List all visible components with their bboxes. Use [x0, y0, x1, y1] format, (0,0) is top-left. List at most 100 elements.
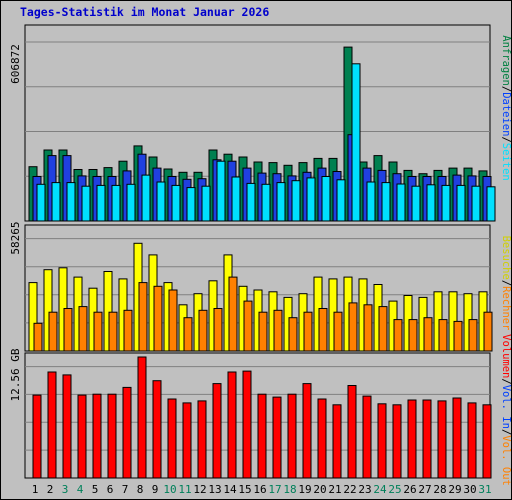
bar-volumen-day-24 [377, 403, 387, 479]
x-tick-label-day-28: 28 [433, 483, 446, 496]
bar-rechner-day-16 [258, 311, 268, 352]
bar-seiten-day-24 [381, 182, 391, 222]
x-tick-label-day-27: 27 [418, 483, 431, 496]
bar-volumen-day-28 [437, 400, 447, 479]
bar-volumen-day-2 [47, 371, 57, 479]
bar-rechner-day-15 [243, 300, 253, 352]
bar-volumen-day-15 [242, 370, 252, 479]
bar-seiten-day-23 [366, 181, 376, 222]
x-tick-label-day-26: 26 [403, 483, 416, 496]
bar-volumen-day-14 [227, 371, 237, 479]
bar-volumen-day-7 [122, 386, 132, 479]
legend-entry: Besuche [500, 236, 512, 280]
legend-entry: / [500, 429, 512, 435]
legend-entry: / [500, 86, 512, 92]
x-tick-label-day-17: 17 [268, 483, 281, 496]
bar-seiten-day-27 [426, 184, 436, 222]
legend-bottom: Volumen/Vol. In/Vol. Out [500, 334, 512, 486]
bar-volumen-day-30 [467, 402, 477, 479]
x-tick-label-day-3: 3 [62, 483, 69, 496]
x-tick-label-day-7: 7 [122, 483, 129, 496]
x-tick-label-day-24: 24 [373, 483, 387, 496]
x-tick-label-day-8: 8 [137, 483, 144, 496]
bar-rechner-day-31 [483, 311, 493, 352]
legend-entry: / [500, 280, 512, 286]
x-tick-label-day-30: 30 [463, 483, 476, 496]
bar-seiten-day-25 [396, 183, 406, 222]
bar-rechner-day-12 [198, 309, 208, 352]
bar-volumen-day-26 [407, 399, 417, 479]
bar-seiten-day-31 [486, 186, 496, 222]
bar-seiten-day-22 [351, 63, 361, 222]
x-tick-label-day-25: 25 [388, 483, 401, 496]
bar-volumen-day-31 [482, 404, 492, 479]
bar-volumen-day-13 [212, 383, 222, 479]
x-tick-label-day-9: 9 [152, 483, 159, 496]
x-tick-label-day-2: 2 [47, 483, 54, 496]
bar-seiten-day-2 [51, 182, 61, 222]
bar-seiten-day-26 [411, 185, 421, 222]
x-tick-label-day-29: 29 [448, 483, 461, 496]
bar-rechner-day-9 [153, 285, 163, 352]
x-tick-label-day-1: 1 [32, 483, 39, 496]
bar-volumen-day-23 [362, 395, 372, 479]
x-tick-label-day-31: 31 [478, 483, 491, 496]
bar-rechner-day-5 [93, 311, 103, 352]
bar-rechner-day-14 [228, 276, 238, 352]
legend-entry: Seiten [500, 143, 512, 181]
bar-seiten-day-5 [96, 184, 106, 222]
bar-rechner-day-30 [468, 319, 478, 352]
bar-rechner-day-8 [138, 282, 148, 352]
bar-volumen-day-19 [302, 383, 312, 479]
x-tick-label-day-5: 5 [92, 483, 99, 496]
bar-seiten-day-7 [126, 183, 136, 222]
bar-rechner-day-7 [123, 309, 133, 352]
bar-seiten-day-16 [261, 183, 271, 222]
legend-entry: Volumen [500, 334, 512, 378]
bar-rechner-day-6 [108, 311, 118, 352]
bar-rechner-day-11 [183, 317, 193, 352]
bar-volumen-day-9 [152, 380, 162, 479]
legend-entry: Anfragen [500, 35, 512, 86]
bar-volumen-day-21 [332, 404, 342, 479]
bar-volumen-day-8 [137, 356, 147, 479]
bar-seiten-day-30 [471, 185, 481, 222]
bar-seiten-day-8 [141, 174, 151, 222]
legend-entry: Rechner [500, 286, 512, 330]
x-tick-label-day-16: 16 [253, 483, 266, 496]
bar-seiten-day-29 [456, 184, 466, 222]
bar-rechner-day-27 [423, 317, 433, 352]
bar-seiten-day-1 [36, 183, 46, 222]
x-tick-label-day-18: 18 [283, 483, 296, 496]
bar-rechner-day-18 [288, 317, 298, 352]
bar-volumen-day-20 [317, 398, 327, 479]
x-tick-label-day-15: 15 [238, 483, 251, 496]
x-tick-label-day-23: 23 [358, 483, 371, 496]
bar-seiten-day-28 [441, 184, 451, 222]
bar-rechner-day-29 [453, 320, 463, 352]
bar-seiten-day-9 [156, 181, 166, 222]
bar-rechner-day-20 [318, 308, 328, 352]
bar-rechner-day-21 [333, 311, 343, 352]
legend-entry: Dateien [500, 92, 512, 136]
bar-seiten-day-13 [216, 160, 226, 222]
chart-title: Tages-Statistik im Monat Januar 2026 [20, 5, 270, 19]
legend-entry: / [500, 136, 512, 142]
bar-volumen-day-17 [272, 396, 282, 479]
bar-rechner-day-2 [48, 311, 58, 352]
legend-entry: Vol. In [500, 385, 512, 429]
bar-rechner-day-3 [63, 308, 73, 352]
bar-rechner-day-1 [33, 322, 43, 352]
legend-top: Anfragen/Dateien/Seiten [500, 35, 512, 180]
bar-volumen-day-12 [197, 400, 207, 479]
bar-volumen-day-6 [107, 393, 117, 479]
bar-rechner-day-26 [408, 319, 418, 352]
bar-seiten-day-14 [231, 176, 241, 222]
x-tick-label-day-11: 11 [178, 483, 191, 496]
bar-seiten-day-19 [306, 177, 316, 222]
bar-rechner-day-22 [348, 302, 358, 352]
bar-seiten-day-6 [111, 184, 121, 222]
bar-rechner-day-23 [363, 304, 373, 352]
x-tick-label-day-21: 21 [328, 483, 341, 496]
